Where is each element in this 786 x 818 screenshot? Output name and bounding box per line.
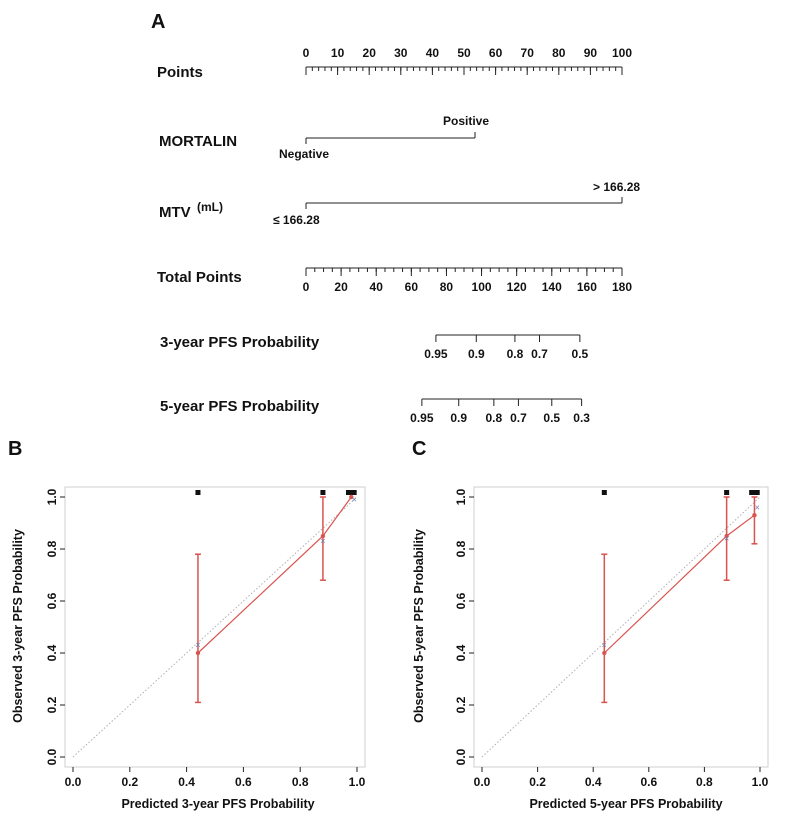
bias-corrected-point: × xyxy=(352,495,357,505)
nomogram-chart: A Points MORTALIN MTV (mL) Total Points … xyxy=(0,0,786,430)
probability-tick-label: 0.9 xyxy=(450,411,467,425)
scale-tick-label: 140 xyxy=(542,280,562,294)
scale-tick-label: 50 xyxy=(457,46,471,60)
bias-corrected-point: × xyxy=(602,640,607,650)
x-tick-label: 1.0 xyxy=(349,775,366,789)
nomogram-row-label: 3-year PFS Probability xyxy=(160,334,320,351)
observed-point xyxy=(602,651,606,655)
y-tick-label: 0.8 xyxy=(45,540,59,557)
x-tick-label: 1.0 xyxy=(752,775,769,789)
nomogram-row-label: Total Points xyxy=(157,269,242,286)
panel-label-a: A xyxy=(151,11,165,33)
y-tick-label: 0.6 xyxy=(454,592,468,609)
y-tick-label: 0.0 xyxy=(45,748,59,765)
probability-tick-label: 0.8 xyxy=(507,347,524,361)
scale-tick-label: 160 xyxy=(577,280,597,294)
y-tick-label: 0.2 xyxy=(45,696,59,713)
probability-tick-label: 0.9 xyxy=(468,347,485,361)
mortalin-level-label: Positive xyxy=(443,114,489,128)
panel-label-c: C xyxy=(412,438,426,460)
bias-corrected-point: × xyxy=(320,536,325,546)
rug-mark xyxy=(602,490,607,495)
x-tick-label: 0.2 xyxy=(121,775,138,789)
observed-point xyxy=(752,513,756,517)
scale-tick-label: 80 xyxy=(552,46,566,60)
x-tick-label: 0.2 xyxy=(529,775,546,789)
mortalin-level-label: Negative xyxy=(279,147,329,161)
rug-mark xyxy=(195,490,200,495)
scale-tick-label: 80 xyxy=(440,280,454,294)
x-tick-label: 0.4 xyxy=(178,775,195,789)
scale-tick-label: 60 xyxy=(489,46,503,60)
scale-tick-label: 40 xyxy=(426,46,440,60)
nomogram-row-label: 5-year PFS Probability xyxy=(160,398,320,415)
calibration-chart-3-year: B Predicted 3-year PFS Probability Obser… xyxy=(0,430,390,818)
ideal-calibration-line xyxy=(482,497,760,757)
bias-corrected-point: × xyxy=(755,502,760,512)
scale-tick-label: 40 xyxy=(370,280,384,294)
scale-tick-label: 20 xyxy=(363,46,377,60)
nomogram-row-label: Points xyxy=(157,64,203,81)
bias-corrected-point: × xyxy=(195,640,200,650)
y-tick-label: 0.2 xyxy=(454,696,468,713)
probability-tick-label: 0.3 xyxy=(573,411,590,425)
nomogram-row-label: MORTALIN xyxy=(159,133,237,150)
y-tick-label: 0.8 xyxy=(454,540,468,557)
x-tick-label: 0.0 xyxy=(474,775,491,789)
x-tick-label: 0.4 xyxy=(585,775,602,789)
observed-calibration-line xyxy=(604,515,754,653)
y-tick-label: 1.0 xyxy=(454,488,468,505)
observed-calibration-line xyxy=(198,497,351,653)
x-tick-label: 0.6 xyxy=(235,775,252,789)
x-tick-label: 0.8 xyxy=(292,775,309,789)
scale-tick-label: 100 xyxy=(612,46,632,60)
panel-label-b: B xyxy=(8,438,22,460)
probability-tick-label: 0.95 xyxy=(410,411,434,425)
scale-tick-label: 60 xyxy=(405,280,419,294)
mtv-level-label: > 166.28 xyxy=(593,180,640,194)
scale-tick-label: 90 xyxy=(584,46,598,60)
ideal-calibration-line xyxy=(73,497,357,757)
mtv-level-label: ≤ 166.28 xyxy=(273,213,320,227)
probability-tick-label: 0.5 xyxy=(572,347,589,361)
y-tick-label: 0.4 xyxy=(45,644,59,661)
scale-tick-label: 30 xyxy=(394,46,408,60)
y-tick-label: 0.0 xyxy=(454,748,468,765)
scale-tick-label: 20 xyxy=(334,280,348,294)
y-tick-label: 0.4 xyxy=(454,644,468,661)
x-axis-title: Predicted 3-year PFS Probability xyxy=(121,797,314,811)
y-tick-label: 0.6 xyxy=(45,592,59,609)
y-axis-title: Observed 5-year PFS Probability xyxy=(412,529,426,723)
probability-tick-label: 0.7 xyxy=(531,347,548,361)
scale-tick-label: 0 xyxy=(303,280,310,294)
probability-tick-label: 0.7 xyxy=(510,411,527,425)
probability-tick-label: 0.95 xyxy=(424,347,448,361)
nomogram-row-label: MTV xyxy=(159,204,191,221)
x-tick-label: 0.8 xyxy=(696,775,713,789)
probability-tick-label: 0.5 xyxy=(543,411,560,425)
rug-mark xyxy=(724,490,729,495)
x-axis-title: Predicted 5-year PFS Probability xyxy=(529,797,722,811)
probability-tick-label: 0.8 xyxy=(486,411,503,425)
rug-mark xyxy=(320,490,325,495)
scale-tick-label: 100 xyxy=(472,280,492,294)
scale-tick-label: 10 xyxy=(331,46,345,60)
calibration-chart-5-year: C Predicted 5-year PFS Probability Obser… xyxy=(390,430,786,818)
observed-point xyxy=(196,651,200,655)
scale-tick-label: 70 xyxy=(521,46,535,60)
scale-tick-label: 0 xyxy=(303,46,310,60)
scale-tick-label: 180 xyxy=(612,280,632,294)
y-axis-title: Observed 3-year PFS Probability xyxy=(11,529,25,723)
x-tick-label: 0.6 xyxy=(640,775,657,789)
bias-corrected-point: × xyxy=(724,534,729,544)
rug-mark xyxy=(755,490,760,495)
scale-tick-label: 120 xyxy=(507,280,527,294)
x-tick-label: 0.0 xyxy=(65,775,82,789)
nomogram-row-label-unit: (mL) xyxy=(197,200,223,214)
y-tick-label: 1.0 xyxy=(45,488,59,505)
